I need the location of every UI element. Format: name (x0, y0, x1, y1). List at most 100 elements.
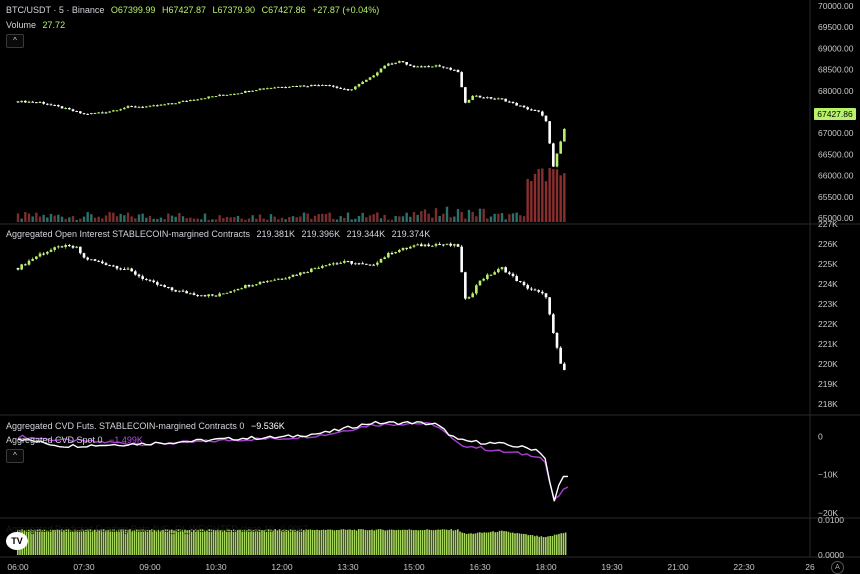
oi-candle (390, 253, 394, 255)
volume-bar (493, 213, 496, 222)
time-axis[interactable]: 06:00 07:30 09:00 10:30 12:00 13:30 15:00 16:30… (7, 562, 815, 572)
funding-bar (518, 533, 521, 555)
volume-bar (130, 216, 133, 222)
oi-candle (423, 244, 427, 247)
funding-bar (553, 534, 556, 555)
funding-bar (127, 529, 129, 555)
oi-candle (192, 293, 196, 296)
symbol-label: BTC/USDT · 5 · Binance (6, 5, 105, 15)
collapse-cvd-button[interactable]: ^ (6, 449, 24, 463)
funding-bar (399, 530, 402, 555)
funding-bar (140, 529, 142, 555)
x-tick-label: 12:00 (271, 562, 293, 572)
price-candle (137, 106, 141, 108)
tradingview-logo[interactable]: TV (6, 532, 28, 550)
oi-candle (445, 243, 449, 245)
oi-candle (544, 293, 548, 298)
funding-bar (344, 529, 347, 555)
oi-candle (563, 363, 566, 371)
volume-bar (339, 216, 342, 222)
volume-bar (27, 213, 31, 222)
funding-bar (276, 530, 279, 555)
volume-bar (137, 214, 141, 222)
price-candle (192, 99, 196, 101)
price-axes[interactable]: 70000.00 69500.00 69000.00 68500.00 68000.00… (818, 1, 854, 560)
x-tick-label: 21:00 (667, 562, 689, 572)
volume-bar (343, 217, 346, 222)
oi-candle (134, 271, 137, 275)
price-candle (148, 105, 152, 107)
funding-bar (69, 530, 72, 555)
funding-bar (534, 536, 536, 555)
funding-bar (560, 533, 562, 555)
volume-bar (269, 214, 273, 222)
price-tick-label: 66000.00 (818, 171, 854, 181)
volume-bar (31, 216, 34, 222)
funding-bar (446, 529, 448, 555)
price-candle (104, 112, 108, 114)
price-candle (511, 101, 515, 103)
oi-candle (357, 263, 361, 265)
funding-bar (408, 529, 411, 555)
funding-bar (388, 529, 391, 555)
oi-candle (489, 274, 493, 276)
volume-bar (515, 212, 518, 222)
price-tick-label: 69000.00 (818, 43, 854, 53)
funding-bar (320, 529, 323, 555)
x-tick-label: 06:00 (7, 562, 29, 572)
oi-candle (251, 285, 254, 287)
oi-candle (456, 244, 460, 247)
price-candle (471, 95, 474, 100)
volume-bar (431, 217, 434, 222)
volume-bar (467, 209, 471, 222)
funding-bar (116, 530, 118, 555)
funding-header: Aggregated Predicted Funding Rate AVG_OI… (6, 524, 312, 534)
volume-bar (563, 173, 566, 222)
funding-bar (549, 536, 551, 555)
funding-bar (226, 529, 228, 555)
funding-bar (41, 530, 43, 555)
price-candle (284, 87, 287, 89)
collapse-indicators-button[interactable]: ^ (6, 34, 24, 48)
volume-bar (141, 213, 144, 222)
price-candle (515, 102, 518, 106)
funding-rate-panel[interactable] (17, 529, 567, 555)
funding-bar (435, 529, 437, 555)
cvd-futs-label: Aggregated CVD Futs. STABLECOIN-margined… (6, 421, 245, 431)
volume-bar (555, 169, 559, 222)
oi-candle (482, 278, 485, 281)
price-candle (196, 99, 199, 101)
funding-bar (450, 529, 452, 555)
price-candle (229, 94, 232, 96)
chevron-up-icon: ^ (13, 451, 17, 460)
funding-bar (558, 533, 560, 555)
cvd-panel[interactable] (17, 420, 569, 502)
funding-bar (507, 531, 510, 555)
funding-bar (52, 529, 54, 555)
price-tick-label: 67000.00 (818, 128, 854, 138)
funding-bar (153, 529, 155, 555)
volume-bar (306, 213, 309, 222)
oi-candle (332, 263, 335, 265)
funding-bar (391, 529, 393, 555)
volume-bar (108, 212, 111, 222)
oi-candle (475, 285, 478, 294)
funding-bar (490, 531, 492, 555)
oi-candle (130, 268, 133, 272)
volume-bar (405, 212, 408, 222)
oi-candle (511, 273, 515, 277)
volume-bar (460, 211, 463, 222)
open-interest-panel[interactable] (16, 242, 566, 371)
price-candle (251, 90, 254, 92)
price-candle (189, 99, 192, 102)
oi-candle (291, 274, 295, 277)
auto-scale-button[interactable]: A (831, 561, 844, 574)
funding-bar (289, 529, 292, 555)
funding-bar (292, 529, 294, 555)
price-panel[interactable] (16, 60, 566, 168)
volume-bar (79, 218, 82, 222)
volume-bar (277, 219, 280, 222)
volume-bar (537, 168, 540, 222)
symbol-header[interactable]: BTC/USDT · 5 · Binance O67399.99 H67427.… (6, 5, 383, 15)
